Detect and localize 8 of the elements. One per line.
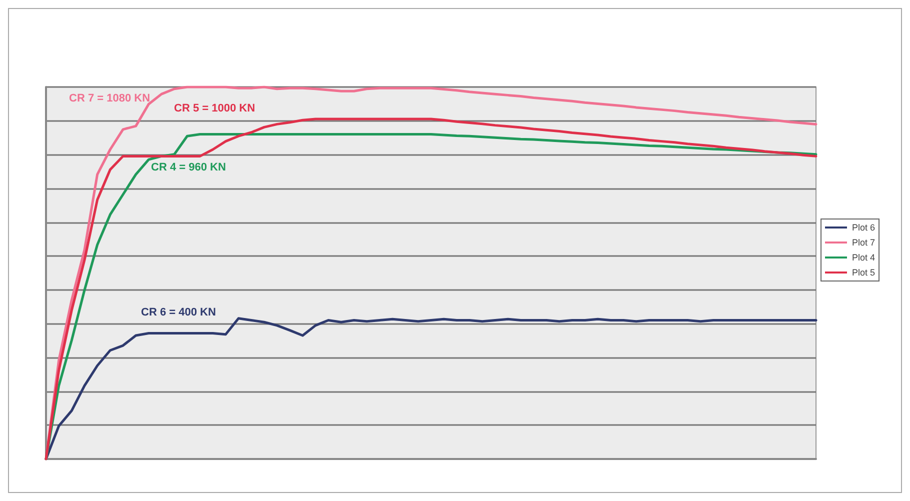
annotation: CR 6 = 400 KN xyxy=(141,306,216,318)
annotation: CR 5 = 1000 KN xyxy=(174,102,256,114)
legend-label: Plot 6 xyxy=(852,222,876,232)
annotation: CR 4 = 960 KN xyxy=(151,162,226,174)
legend-label: Plot 7 xyxy=(852,238,876,248)
legend-label: Plot 4 xyxy=(852,252,876,262)
legend-label: Plot 5 xyxy=(852,268,876,278)
annotation: CR 7 = 1080 KN xyxy=(69,92,150,104)
